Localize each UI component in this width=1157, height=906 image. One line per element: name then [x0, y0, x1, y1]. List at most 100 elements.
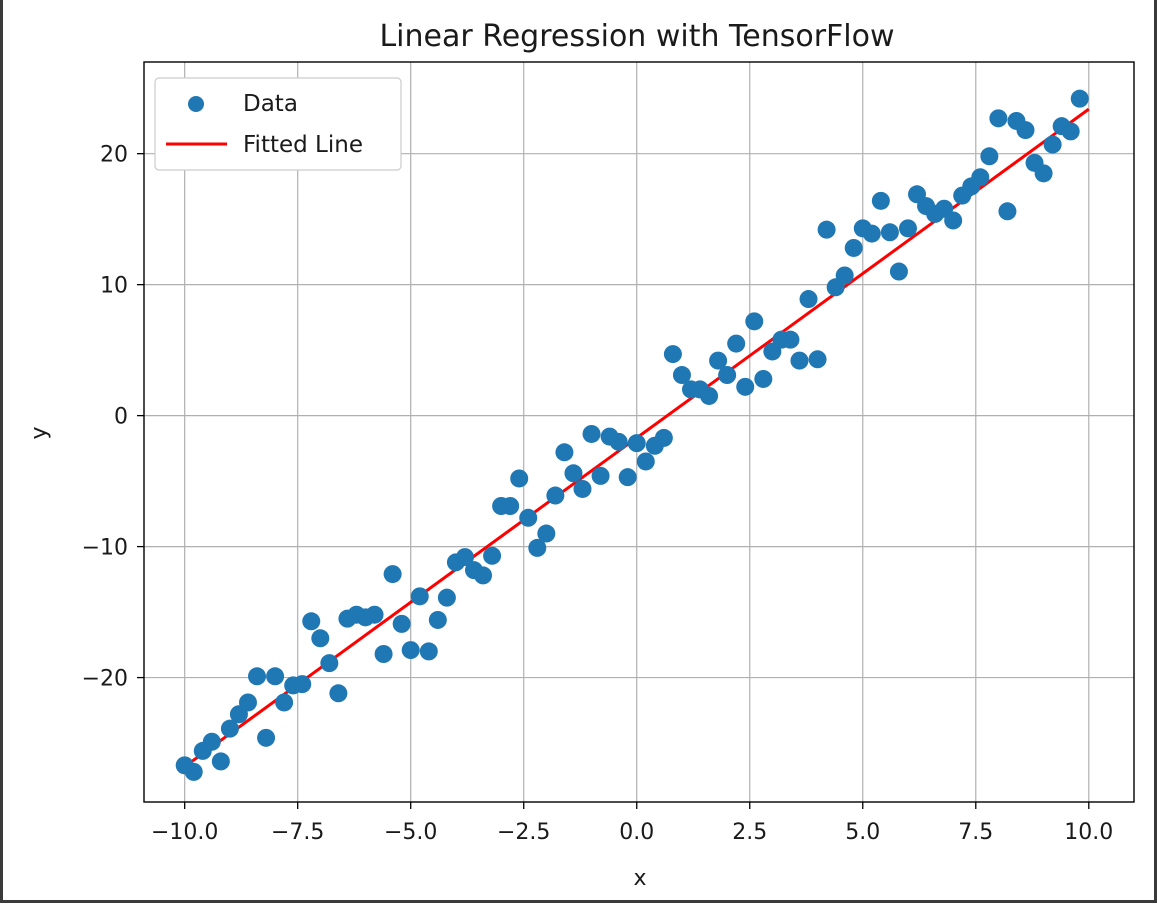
data-point — [555, 443, 574, 462]
data-point — [1061, 122, 1080, 141]
data-point — [528, 538, 547, 557]
y-axis-ticks: −20 −10 0 10 20 — [82, 143, 144, 692]
data-point — [989, 109, 1008, 128]
data-point — [618, 468, 637, 487]
data-point — [862, 224, 881, 243]
data-point — [944, 211, 963, 230]
data-point — [266, 667, 285, 686]
x-tick-label: −10.0 — [151, 820, 218, 845]
y-tick-label: 10 — [100, 274, 128, 299]
data-point — [374, 645, 393, 663]
data-point — [663, 345, 682, 364]
data-point — [184, 762, 203, 781]
x-tick-label: −5.0 — [384, 820, 437, 845]
data-point — [817, 220, 836, 239]
data-point — [636, 452, 655, 471]
data-point — [320, 654, 339, 673]
data-point — [501, 497, 520, 515]
axes-frame — [143, 61, 1135, 803]
y-tick-label: −10 — [82, 536, 128, 561]
y-axis-label: y — [27, 426, 52, 439]
data-point — [510, 469, 529, 488]
grid-lines — [144, 62, 1134, 802]
data-point — [365, 605, 384, 624]
data-point — [419, 642, 438, 661]
data-point — [1043, 135, 1062, 154]
data-point — [582, 424, 601, 443]
data-point — [428, 610, 447, 629]
x-tick-label: 0.0 — [619, 820, 654, 845]
data-point — [329, 684, 348, 703]
data-point — [591, 466, 610, 485]
data-point — [311, 629, 330, 648]
data-point — [898, 219, 917, 238]
data-point — [410, 587, 429, 606]
x-tick-label: −7.5 — [271, 820, 324, 845]
data-point — [564, 464, 583, 483]
chart-title: Linear Regression with TensorFlow — [379, 19, 894, 54]
data-point — [781, 330, 800, 349]
data-point — [700, 386, 719, 405]
y-tick-label: 20 — [100, 143, 128, 168]
data-point — [654, 428, 673, 447]
x-tick-label: 7.5 — [958, 820, 993, 845]
data-point — [275, 693, 294, 712]
data-point — [211, 752, 230, 771]
data-points — [175, 89, 1089, 781]
y-tick-label: 0 — [114, 405, 128, 430]
data-point — [573, 479, 592, 498]
data-point — [844, 238, 863, 257]
data-point — [220, 719, 239, 738]
data-point — [627, 434, 646, 453]
data-point — [672, 366, 691, 385]
data-point — [483, 546, 502, 565]
data-point — [980, 147, 999, 166]
data-point — [455, 548, 474, 567]
data-point — [889, 262, 908, 281]
x-tick-label: −2.5 — [497, 820, 550, 845]
data-point — [537, 524, 556, 543]
x-axis-label: x — [633, 866, 646, 891]
data-point — [474, 566, 493, 585]
data-point — [808, 350, 827, 369]
x-tick-label: 5.0 — [845, 820, 880, 845]
data-point — [727, 334, 746, 353]
x-tick-label: 2.5 — [732, 820, 767, 845]
data-point — [1070, 89, 1089, 108]
data-point — [1034, 164, 1053, 183]
data-point — [754, 369, 773, 388]
legend-box — [154, 77, 402, 171]
data-point — [293, 675, 312, 694]
data-point — [609, 432, 628, 451]
legend-data-marker — [188, 96, 204, 112]
x-axis-ticks: −10.0 −7.5 −5.0 −2.5 0.0 2.5 5.0 7.5 10.0 — [151, 802, 1113, 845]
data-point — [519, 508, 538, 527]
legend-data-label: Data — [243, 91, 298, 117]
data-point — [302, 612, 321, 631]
data-point — [257, 728, 276, 747]
data-point — [546, 486, 565, 505]
data-point — [437, 588, 456, 607]
data-point — [392, 614, 411, 633]
data-point — [745, 312, 764, 331]
data-point — [238, 693, 257, 712]
data-point — [880, 223, 899, 242]
y-tick-label: −20 — [82, 667, 128, 692]
data-point — [799, 290, 818, 309]
legend: Data Fitted Line — [154, 77, 402, 171]
data-point — [718, 366, 737, 385]
x-tick-label: 10.0 — [1064, 820, 1113, 845]
legend-fit-label: Fitted Line — [243, 132, 363, 158]
data-point — [998, 202, 1017, 221]
data-point — [709, 351, 728, 370]
data-point — [1016, 121, 1035, 140]
data-point — [401, 641, 420, 660]
data-point — [202, 732, 221, 751]
data-point — [835, 266, 854, 285]
data-point — [383, 565, 402, 584]
data-point — [790, 351, 809, 370]
data-point — [871, 191, 890, 210]
data-point — [971, 168, 990, 187]
data-point — [736, 377, 755, 396]
